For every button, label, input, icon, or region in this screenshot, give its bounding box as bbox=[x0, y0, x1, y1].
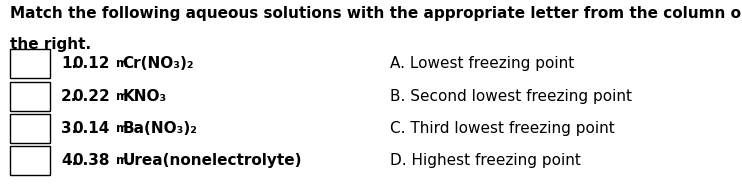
Text: Cr(NO₃)₂: Cr(NO₃)₂ bbox=[122, 56, 194, 71]
Text: 0.12: 0.12 bbox=[73, 56, 111, 71]
Text: 1.: 1. bbox=[61, 56, 77, 71]
Text: m: m bbox=[116, 154, 128, 167]
Text: m: m bbox=[116, 122, 128, 135]
Bar bbox=[10, 82, 50, 111]
Text: KNO₃: KNO₃ bbox=[122, 89, 167, 104]
Text: A. Lowest freezing point: A. Lowest freezing point bbox=[390, 56, 574, 71]
Text: 2.: 2. bbox=[61, 89, 77, 104]
Text: 0.22: 0.22 bbox=[73, 89, 111, 104]
Text: Ba(NO₃)₂: Ba(NO₃)₂ bbox=[122, 121, 197, 136]
Bar bbox=[10, 49, 50, 78]
Bar bbox=[10, 114, 50, 143]
Text: Match the following aqueous solutions with the appropriate letter from the colum: Match the following aqueous solutions wi… bbox=[10, 6, 742, 21]
Text: m: m bbox=[116, 57, 128, 70]
Text: 0.14: 0.14 bbox=[73, 121, 110, 136]
Text: C. Third lowest freezing point: C. Third lowest freezing point bbox=[390, 121, 614, 136]
Text: 4.: 4. bbox=[61, 153, 77, 168]
Text: 3.: 3. bbox=[61, 121, 77, 136]
Text: m: m bbox=[116, 90, 128, 103]
Bar bbox=[10, 147, 50, 175]
Text: B. Second lowest freezing point: B. Second lowest freezing point bbox=[390, 89, 631, 104]
Text: the right.: the right. bbox=[10, 37, 91, 52]
Text: Urea(nonelectrolyte): Urea(nonelectrolyte) bbox=[122, 153, 302, 168]
Text: 0.38: 0.38 bbox=[73, 153, 111, 168]
Text: D. Highest freezing point: D. Highest freezing point bbox=[390, 153, 580, 168]
